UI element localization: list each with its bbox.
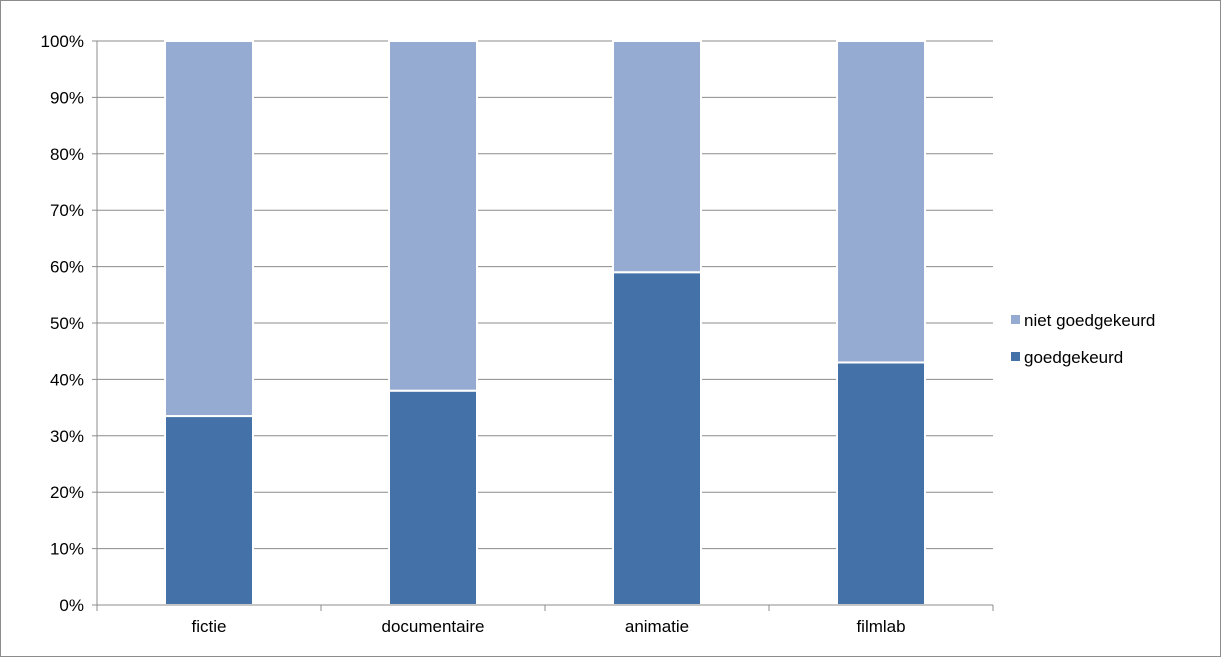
x-tick-label: fictie: [192, 617, 227, 636]
x-tick-label: documentaire: [381, 617, 484, 636]
y-tick-label: 40%: [50, 370, 84, 389]
bar-segment-goedgekeurd: [836, 361, 926, 607]
x-tick-label: animatie: [625, 617, 689, 636]
y-axis-tick-labels: 0% 10% 20% 30% 40% 50% 60% 70% 80% 90% 100%: [41, 32, 84, 615]
legend-swatch: [1011, 352, 1020, 361]
legend-label: niet goedgekeurd: [1024, 311, 1155, 330]
bars: [164, 40, 926, 607]
bar-segment-goedgekeurd: [388, 389, 478, 606]
y-tick-label: 10%: [50, 540, 84, 559]
y-tick-label: 90%: [50, 88, 84, 107]
bar-segment-niet-goedgekeurd: [164, 40, 254, 418]
y-tick-label: 100%: [41, 32, 84, 51]
bar-segment-niet-goedgekeurd: [836, 40, 926, 364]
y-tick-label: 60%: [50, 258, 84, 277]
x-axis-tick-labels: fictie documentaire animatie filmlab: [192, 617, 906, 636]
legend: niet goedgekeurd goedgekeurd: [1011, 311, 1155, 367]
bar-segment-niet-goedgekeurd: [388, 40, 478, 392]
bar-segment-goedgekeurd: [164, 415, 254, 606]
y-tick-label: 50%: [50, 314, 84, 333]
bar-segment-goedgekeurd: [612, 271, 702, 606]
legend-label: goedgekeurd: [1024, 348, 1123, 367]
y-tick-label: 70%: [50, 201, 84, 220]
legend-swatch: [1011, 315, 1020, 324]
bar-segment-niet-goedgekeurd: [612, 40, 702, 274]
y-tick-label: 80%: [50, 145, 84, 164]
y-tick-label: 20%: [50, 483, 84, 502]
axes: [92, 40, 994, 611]
x-tick-label: filmlab: [856, 617, 905, 636]
y-tick-label: 30%: [50, 427, 84, 446]
y-tick-label: 0%: [59, 596, 84, 615]
